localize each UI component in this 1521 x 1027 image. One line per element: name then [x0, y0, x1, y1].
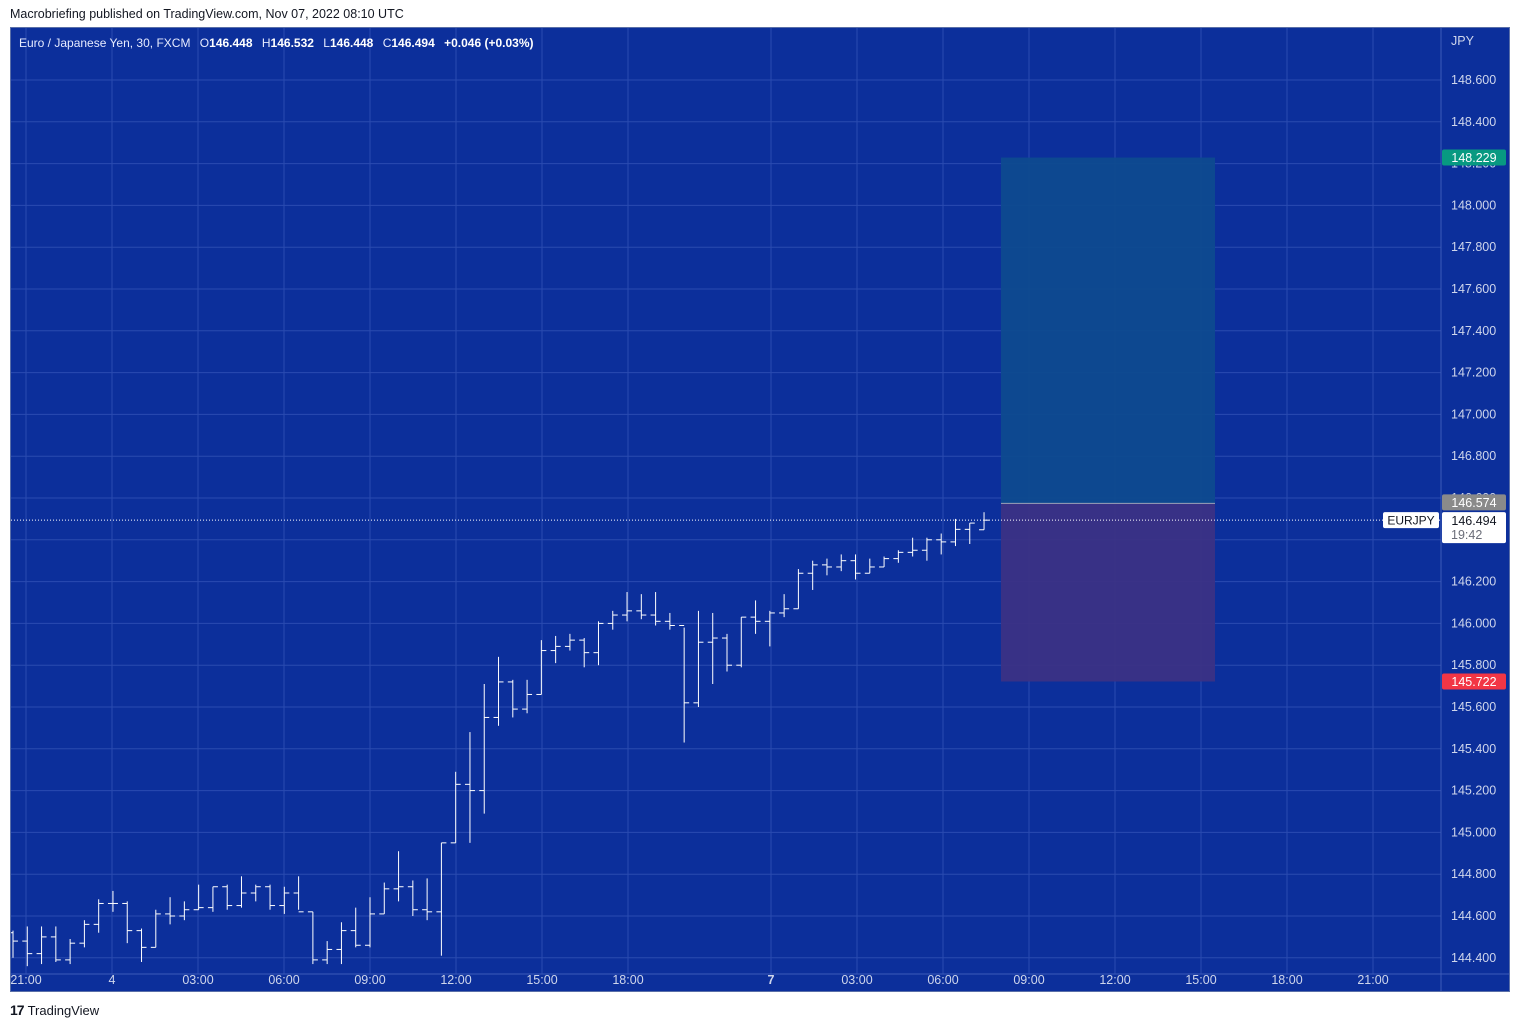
symbol-legend: Euro / Japanese Yen, 30, FXCM O146.448 H…	[19, 36, 534, 50]
y-tick-label: 144.800	[1451, 867, 1496, 881]
y-tick-label: 145.800	[1451, 658, 1496, 672]
chart-pane[interactable]: 148.600148.400148.200148.000147.800147.6…	[10, 27, 1510, 992]
stop-price-badge: 145.722	[1451, 675, 1496, 689]
target-price-badge-bg	[1442, 149, 1506, 166]
legend-low-value: 146.448	[329, 36, 374, 50]
y-tick-label: 147.400	[1451, 324, 1496, 338]
currency-label: JPY	[1451, 34, 1475, 48]
y-tick-label: 147.600	[1451, 282, 1496, 296]
x-tick-label: 4	[109, 973, 116, 987]
x-tick-label: 09:00	[354, 973, 385, 987]
x-tick-label: 21:00	[1357, 973, 1388, 987]
profit-zone	[1001, 157, 1215, 504]
legend-low-label: L	[323, 36, 330, 50]
legend-high-label: H	[261, 36, 271, 50]
publish-info: Macrobriefing published on TradingView.c…	[10, 7, 404, 21]
x-tick-label: 09:00	[1013, 973, 1044, 987]
y-tick-label: 148.400	[1451, 115, 1496, 129]
x-tick-label: 21:00	[11, 973, 42, 987]
entry-price-badge: 146.574	[1451, 496, 1496, 510]
y-tick-label: 144.400	[1451, 951, 1496, 965]
loss-zone	[1001, 503, 1215, 682]
y-tick-label: 146.000	[1451, 616, 1496, 630]
last-price-value: 146.494	[1451, 514, 1496, 528]
x-tick-label: 06:00	[927, 973, 958, 987]
x-tick-label: 12:00	[440, 973, 471, 987]
x-tick-label: 18:00	[612, 973, 643, 987]
symbol-tag: EURJPY	[1387, 514, 1434, 528]
legend-symbol-name[interactable]: Euro / Japanese Yen, 30, FXCM	[19, 36, 191, 50]
y-tick-label: 145.400	[1451, 742, 1496, 756]
y-tick-label: 147.200	[1451, 366, 1496, 380]
y-tick-label: 148.600	[1451, 73, 1496, 87]
legend-open-label: O	[199, 36, 210, 50]
legend-change: +0.046 (+0.03%)	[444, 36, 534, 50]
x-tick-label: 15:00	[1185, 973, 1216, 987]
x-tick-label: 03:00	[182, 973, 213, 987]
chart-canvas[interactable]: 148.600148.400148.200148.000147.800147.6…	[11, 28, 1510, 992]
x-tick-label: 06:00	[268, 973, 299, 987]
tradingview-logo-icon[interactable]: 17	[10, 1002, 25, 1018]
legend-close-value: 146.494	[391, 36, 435, 50]
x-tick-label: 7	[768, 973, 775, 987]
y-tick-label: 147.000	[1451, 407, 1496, 421]
symbol-tag-bg	[1383, 512, 1439, 529]
footer: 17 TradingView	[10, 1002, 99, 1018]
y-tick-label: 146.200	[1451, 575, 1496, 589]
legend-high-value: 146.532	[270, 36, 314, 50]
y-tick-label: 145.600	[1451, 700, 1496, 714]
stop-price-badge-bg	[1442, 673, 1506, 690]
y-tick-label: 146.800	[1451, 449, 1496, 463]
y-tick-label: 147.800	[1451, 240, 1496, 254]
entry-price-badge-bg	[1442, 494, 1506, 511]
last-price-badge-bg	[1442, 512, 1506, 544]
x-tick-label: 18:00	[1271, 973, 1302, 987]
bar-countdown: 19:42	[1451, 528, 1482, 542]
y-tick-label: 144.600	[1451, 909, 1496, 923]
target-price-badge: 148.229	[1451, 151, 1496, 165]
footer-brand[interactable]: TradingView	[27, 1002, 100, 1018]
x-tick-label: 15:00	[526, 973, 557, 987]
x-tick-label: 12:00	[1099, 973, 1130, 987]
legend-open-value: 146.448	[209, 36, 253, 50]
y-tick-label: 145.200	[1451, 784, 1496, 798]
y-tick-label: 148.000	[1451, 198, 1496, 212]
y-tick-label: 145.000	[1451, 825, 1496, 839]
legend-close-label: C	[382, 36, 392, 50]
x-tick-label: 03:00	[841, 973, 872, 987]
